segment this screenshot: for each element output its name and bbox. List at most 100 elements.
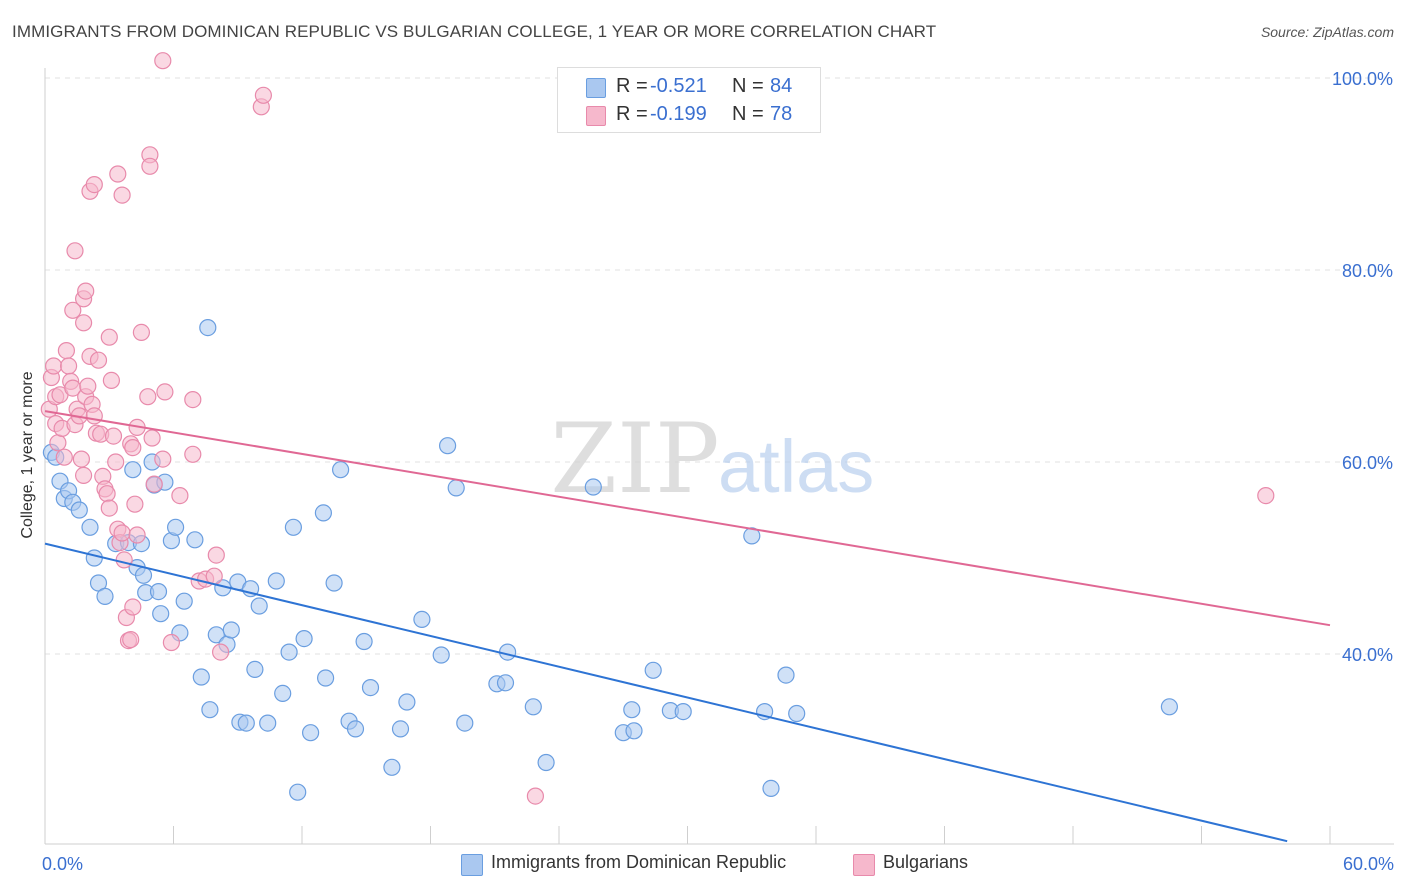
series-bulgarian-points — [40, 52, 1275, 805]
data-point-dominican — [398, 693, 416, 711]
stats-swatch-bulgarian — [586, 106, 606, 126]
legend: Immigrants from Dominican Republic Bulga… — [0, 852, 1406, 878]
stats-n-value: 78 — [770, 103, 793, 125]
source-credit: Source: ZipAtlas.com — [1260, 24, 1394, 40]
data-point-dominican — [623, 701, 641, 719]
y-tick-label: 80.0% — [1342, 261, 1393, 281]
data-point-bulgarian — [102, 371, 121, 389]
data-point-bulgarian — [184, 391, 202, 409]
data-point-bulgarian — [89, 351, 108, 369]
data-point-dominican — [355, 632, 373, 651]
data-point-bulgarian — [100, 328, 118, 346]
data-point-dominican — [192, 668, 210, 686]
data-point-dominican — [199, 319, 217, 337]
data-point-bulgarian — [145, 475, 163, 493]
data-point-bulgarian — [128, 526, 146, 544]
data-point-dominican — [584, 478, 602, 496]
stats-row-bulgarian: R = -0.199 N = 78 — [558, 100, 820, 130]
y-axis-label: College, 1 year or more — [19, 371, 36, 539]
data-point-bulgarian — [74, 466, 93, 484]
data-point-bulgarian — [59, 357, 78, 375]
data-point-dominican — [332, 461, 350, 479]
series-dominican-points — [42, 319, 1179, 801]
data-point-bulgarian — [132, 323, 150, 341]
data-point-bulgarian — [55, 448, 73, 466]
stats-box: R = -0.521 N = 84 R = -0.199 N = 78 — [557, 67, 821, 133]
watermark: ZIP atlas — [550, 403, 874, 515]
legend-swatch-bulgarian — [853, 854, 875, 876]
data-point-bulgarian — [79, 377, 97, 395]
data-point-bulgarian — [156, 383, 174, 401]
data-point-dominican — [124, 461, 142, 479]
data-point-dominican — [259, 714, 277, 732]
data-point-dominican — [391, 720, 410, 738]
data-point-bulgarian — [254, 86, 272, 104]
stats-n-label: N = — [732, 75, 764, 97]
stats-n-label: N = — [732, 103, 764, 125]
data-point-dominican — [85, 549, 103, 567]
watermark-atlas: atlas — [718, 425, 874, 508]
data-point-bulgarian — [171, 487, 189, 505]
data-point-dominican — [317, 669, 335, 687]
data-point-bulgarian — [139, 388, 157, 406]
data-point-dominican — [274, 684, 292, 703]
data-point-bulgarian — [124, 439, 142, 457]
data-point-dominican — [788, 704, 806, 723]
data-point-bulgarian — [526, 787, 545, 805]
data-point-dominican — [70, 501, 88, 519]
data-point-dominican — [413, 610, 431, 629]
data-point-dominican — [96, 587, 114, 606]
watermark-zip: ZIP — [550, 403, 719, 515]
data-point-dominican — [186, 531, 204, 549]
y-tick-label: 40.0% — [1342, 645, 1393, 665]
trend-lines — [44, 410, 1331, 843]
data-point-dominican — [134, 566, 153, 584]
y-tick-label: 60.0% — [1342, 453, 1393, 473]
stats-r-label: R = — [616, 75, 648, 97]
data-point-dominican — [284, 518, 302, 536]
data-point-bulgarian — [207, 546, 225, 564]
data-point-dominican — [280, 643, 298, 661]
data-point-dominican — [175, 592, 193, 610]
data-point-dominican — [432, 646, 450, 664]
data-point-bulgarian — [107, 453, 125, 471]
data-point-dominican — [250, 597, 268, 615]
data-point-dominican — [537, 753, 555, 772]
data-point-bulgarian — [72, 450, 91, 468]
data-point-bulgarian — [49, 434, 67, 452]
data-point-dominican — [383, 758, 401, 776]
legend-swatch-dominican — [461, 854, 483, 876]
data-point-bulgarian — [141, 157, 159, 175]
data-point-bulgarian — [113, 524, 131, 542]
data-point-dominican — [267, 572, 285, 590]
data-point-bulgarian — [85, 407, 103, 425]
x-tick-label: 0.0% — [42, 854, 83, 874]
data-point-dominican — [237, 714, 255, 732]
data-point-dominican — [674, 702, 692, 721]
data-point-dominican — [524, 698, 542, 716]
data-point-dominican — [456, 714, 474, 732]
data-point-bulgarian — [122, 630, 140, 649]
chart-title: IMMIGRANTS FROM DOMINICAN REPUBLIC VS BU… — [12, 22, 937, 41]
data-point-bulgarian — [154, 450, 172, 468]
data-point-bulgarian — [212, 643, 230, 661]
stats-swatch-dominican — [586, 78, 606, 98]
stats-n-value: 84 — [770, 75, 793, 97]
y-tick-label: 100.0% — [1332, 69, 1393, 89]
trend-line-dominican — [44, 542, 1288, 843]
data-point-dominican — [167, 518, 185, 536]
stats-r-value: -0.521 — [650, 75, 707, 97]
data-point-bulgarian — [74, 314, 93, 332]
data-point-bulgarian — [115, 551, 133, 569]
x-tick-label: 60.0% — [1343, 854, 1394, 874]
data-point-dominican — [439, 437, 457, 455]
data-point-dominican — [152, 605, 170, 623]
data-point-bulgarian — [66, 242, 84, 260]
data-point-bulgarian — [100, 499, 118, 517]
data-point-bulgarian — [113, 186, 131, 204]
gridlines — [45, 77, 1394, 655]
data-point-dominican — [762, 779, 780, 798]
data-point-dominican — [295, 629, 313, 648]
data-point-bulgarian — [162, 633, 180, 652]
stats-r-label: R = — [616, 103, 648, 125]
